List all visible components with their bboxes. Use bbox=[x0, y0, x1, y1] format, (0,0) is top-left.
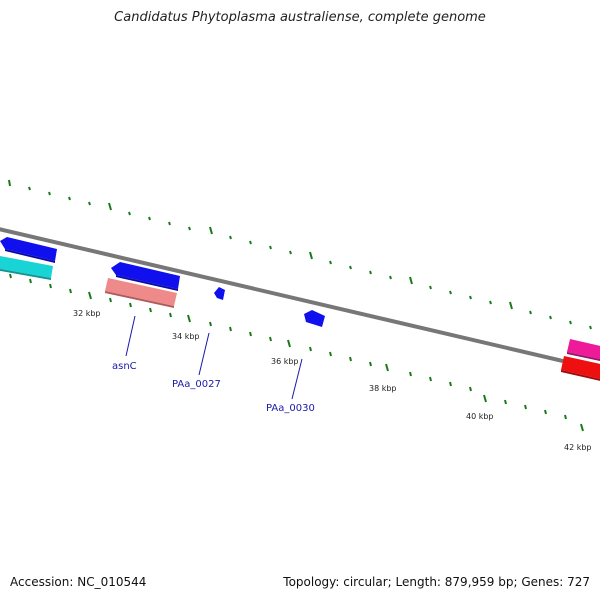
gene-asnc-arrow[interactable] bbox=[111, 262, 180, 289]
scale-label-36kbp: 36 kbp bbox=[271, 357, 299, 366]
feature-salmon-block[interactable] bbox=[105, 278, 177, 306]
accession-text: Accession: NC_010544 bbox=[10, 575, 147, 589]
scale-label-32kbp: 32 kbp bbox=[73, 309, 101, 318]
gene-label-paa0030[interactable]: PAa_0030 bbox=[266, 403, 315, 414]
gene-blue-arrow-left[interactable] bbox=[0, 237, 57, 261]
genome-summary-text: Topology: circular; Length: 879,959 bp; … bbox=[283, 575, 590, 589]
gene-label-asnc[interactable]: asnC bbox=[112, 361, 137, 372]
genome-backbone bbox=[0, 227, 600, 372]
feature-magenta-block[interactable] bbox=[567, 339, 600, 360]
scale-label-34kbp: 34 kbp bbox=[172, 332, 200, 341]
scale-labels: 32 kbp 34 kbp 36 kbp 38 kbp 40 kbp 42 kb… bbox=[73, 309, 592, 452]
gene-labels: asnC PAa_0027 PAa_0030 bbox=[112, 361, 315, 414]
gene-paa0030-arrow[interactable] bbox=[304, 310, 325, 327]
feature-red-block[interactable] bbox=[561, 356, 600, 380]
feature-track bbox=[0, 237, 600, 381]
gene-label-paa0027[interactable]: PAa_0027 bbox=[172, 379, 221, 390]
scale-label-42kbp: 42 kbp bbox=[564, 443, 592, 452]
outer-tick-ring bbox=[8, 179, 592, 330]
scale-label-38kbp: 38 kbp bbox=[369, 384, 397, 393]
inner-tick-ring bbox=[9, 273, 584, 432]
gene-paa0027-arrow[interactable] bbox=[214, 287, 225, 300]
map-title: Candidatus Phytoplasma australiense, com… bbox=[114, 10, 486, 25]
scale-label-40kbp: 40 kbp bbox=[466, 412, 494, 421]
feature-cyan-block[interactable] bbox=[0, 255, 53, 278]
gene-label-leaders bbox=[125, 315, 303, 400]
